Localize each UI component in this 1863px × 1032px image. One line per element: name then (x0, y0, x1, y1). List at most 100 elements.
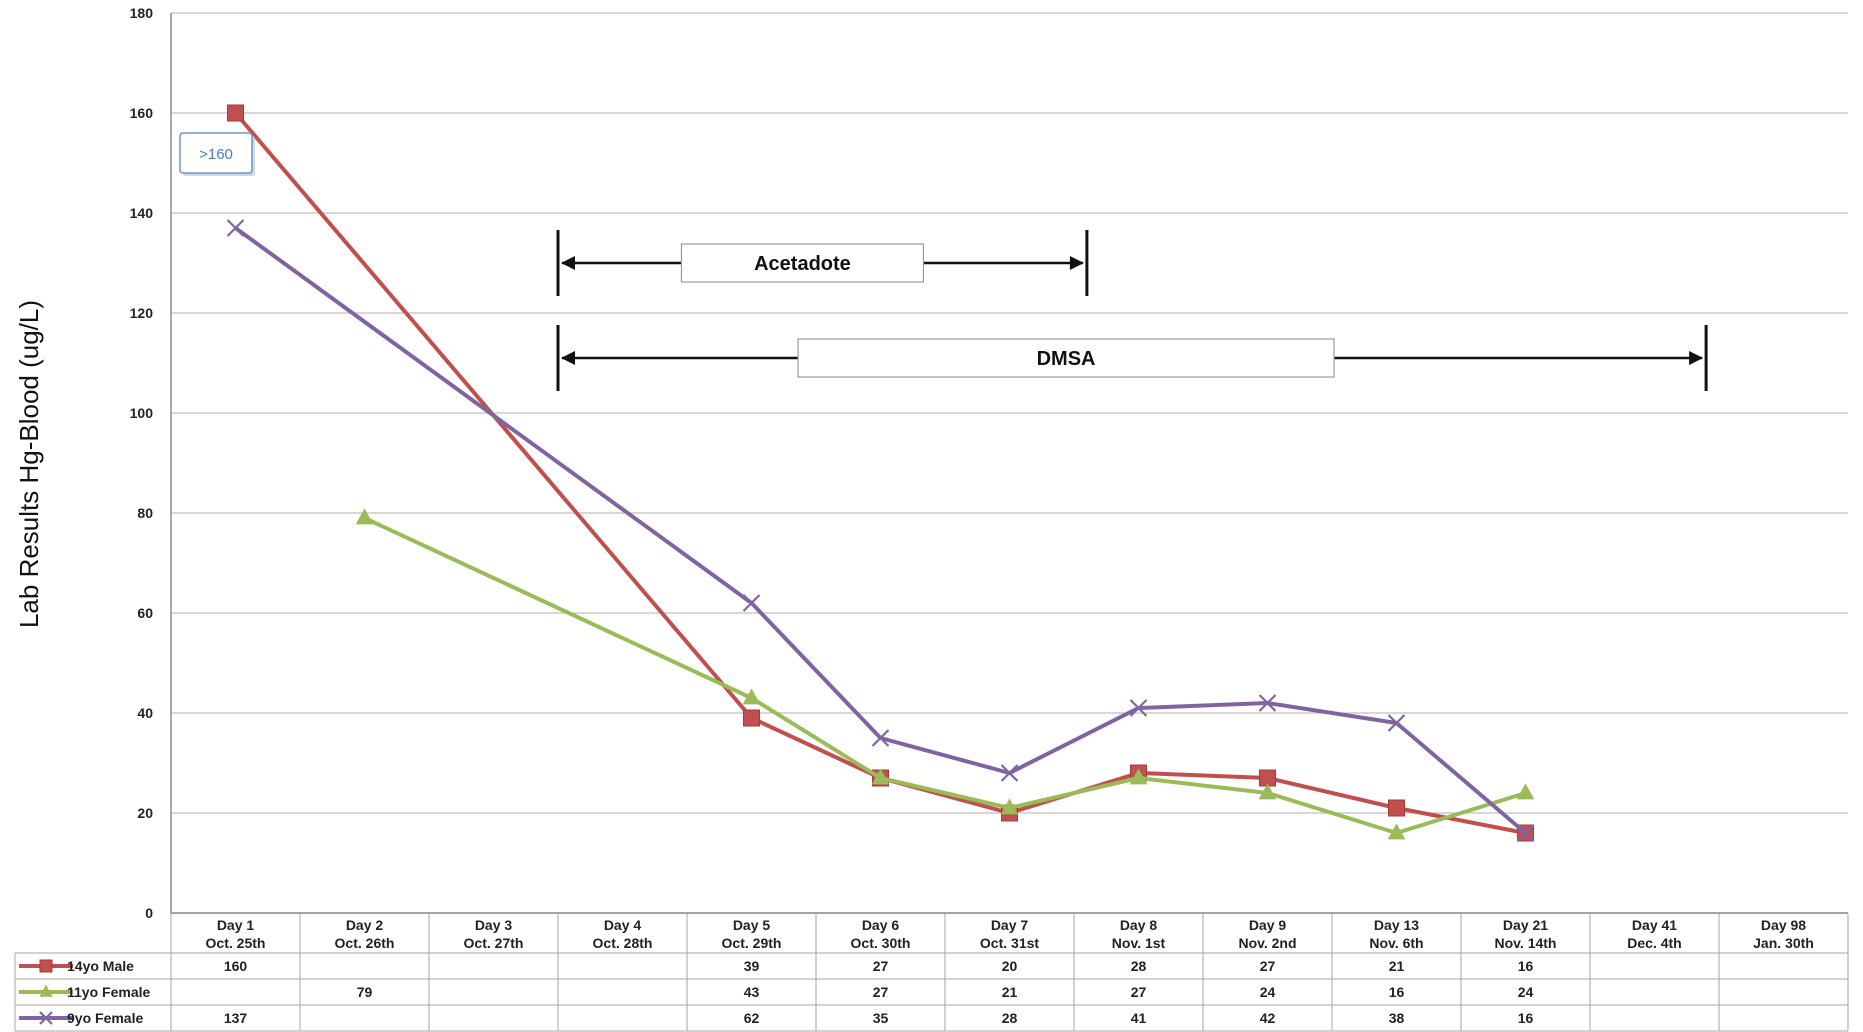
range-label: Acetadote (754, 253, 851, 275)
y-tick-label: 100 (130, 405, 154, 421)
table-cell-value: 24 (1260, 984, 1276, 1000)
data-point (1129, 768, 1148, 785)
table-cell-value: 39 (744, 958, 760, 974)
x-tick-label: Day 2 (346, 917, 384, 933)
range-arrow-left (561, 351, 575, 365)
x-tick-sublabel: Nov. 1st (1112, 935, 1166, 951)
data-point (1516, 783, 1535, 800)
series-line (233, 111, 1526, 835)
data-table: Day 1 Oct. 25th Day 2 Oct. 26th Day 3 Oct. 27… (14, 912, 1849, 1032)
data-point (226, 219, 245, 237)
data-point (1000, 764, 1019, 782)
series-lines (226, 104, 1535, 842)
legend-marker (39, 959, 53, 973)
x-tick-label: Day 1 (217, 917, 255, 933)
table-cell-value: 38 (1389, 1010, 1405, 1026)
gridlines (171, 12, 1848, 914)
table-cell-value: 27 (873, 984, 889, 1000)
series-line (363, 516, 1527, 835)
range-label-box (797, 338, 1335, 378)
table-cell-value: 16 (1389, 984, 1405, 1000)
data-point (743, 709, 760, 727)
table-cell-value: 27 (873, 958, 889, 974)
table-cell-value: 28 (1002, 1010, 1018, 1026)
table-cell-value: 79 (357, 984, 373, 1000)
x-tick-label: Day 5 (733, 917, 771, 933)
table-cell-value: 24 (1518, 984, 1534, 1000)
x-tick-label: Day 21 (1503, 917, 1548, 933)
table-cell-value: 42 (1260, 1010, 1276, 1026)
table-cell-value: 27 (1260, 958, 1276, 974)
series-9yo-female (226, 219, 1535, 842)
over-160-callout: >160 (179, 132, 255, 176)
y-tick-label: 140 (130, 205, 154, 221)
data-point (742, 688, 761, 705)
table-cell-value: 28 (1131, 958, 1147, 974)
data-point (1258, 783, 1277, 800)
table-cell-value: 41 (1131, 1010, 1147, 1026)
data-point (1388, 799, 1405, 817)
y-tick-label: 160 (130, 105, 154, 121)
table-cell-value: 16 (1518, 958, 1534, 974)
range-annotation: Acetadote (556, 230, 1089, 296)
legend-marker (39, 1011, 53, 1025)
treatment-annotations: Acetadote DMSA (556, 230, 1708, 391)
data-point (1387, 714, 1406, 732)
range-annotation: DMSA (556, 325, 1708, 391)
x-tick-label: Day 8 (1120, 917, 1158, 933)
x-tick-label: Day 98 (1761, 917, 1806, 933)
y-tick-label: 0 (145, 905, 153, 921)
data-point (742, 594, 761, 612)
x-tick-sublabel: Oct. 25th (206, 935, 266, 951)
x-tick-label: Day 13 (1374, 917, 1419, 933)
legend-label: 9yo Female (67, 1010, 143, 1026)
y-tick-label: 40 (137, 705, 153, 721)
legend-label: 14yo Male (67, 958, 134, 974)
y-tick-label: 180 (130, 5, 154, 21)
y-axis: 0 20 40 60 80 100 120 140 160 180 (130, 5, 172, 921)
legend-marker (39, 984, 53, 997)
x-tick-sublabel: Oct. 31st (980, 935, 1039, 951)
table-cell-value: 21 (1002, 984, 1018, 1000)
series-14yo-male (227, 104, 1534, 842)
table-cell-value: 62 (744, 1010, 760, 1026)
range-label-box (680, 243, 925, 283)
x-tick-label: Day 6 (862, 917, 900, 933)
x-tick-sublabel: Nov. 6th (1369, 935, 1423, 951)
y-tick-label: 120 (130, 305, 154, 321)
table-cell-value: 20 (1002, 958, 1018, 974)
data-point (355, 508, 374, 525)
x-tick-sublabel: Oct. 27th (464, 935, 524, 951)
range-label: DMSA (1037, 348, 1096, 370)
callout-text: >160 (199, 146, 233, 163)
data-point (871, 729, 890, 747)
data-point (1516, 824, 1535, 842)
data-point (1387, 823, 1406, 840)
x-tick-sublabel: Dec. 4th (1627, 935, 1681, 951)
x-tick-sublabel: Oct. 26th (335, 935, 395, 951)
callout-box (179, 132, 253, 174)
data-point (227, 104, 244, 122)
data-point (871, 768, 890, 785)
range-arrow-right (1069, 256, 1084, 270)
x-tick-sublabel: Jan. 30th (1753, 935, 1814, 951)
y-tick-label: 80 (137, 505, 153, 521)
y-axis-label: Lab Results Hg-Blood (ug/L) (14, 300, 44, 628)
x-tick-label: Day 41 (1632, 917, 1677, 933)
legend-label: 11yo Female (67, 984, 150, 1000)
data-point (1129, 699, 1148, 717)
data-point (1258, 694, 1277, 712)
table-cell-value: 43 (744, 984, 760, 1000)
x-tick-sublabel: Oct. 28th (593, 935, 653, 951)
series-line (234, 226, 1527, 835)
data-point (1000, 798, 1019, 815)
x-tick-label: Day 7 (991, 917, 1029, 933)
x-tick-label: Day 9 (1249, 917, 1287, 933)
range-arrow-left (561, 256, 575, 270)
x-tick-label: Day 3 (475, 917, 513, 933)
x-tick-sublabel: Nov. 14th (1495, 935, 1557, 951)
table-cell-value: 160 (224, 958, 248, 974)
table-cell-value: 21 (1389, 958, 1405, 974)
x-tick-label: Day 4 (604, 917, 642, 933)
